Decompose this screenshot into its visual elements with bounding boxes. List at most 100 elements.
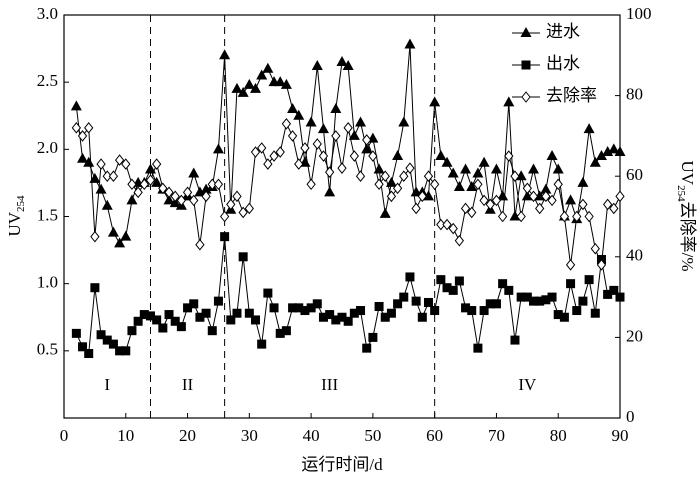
data-point bbox=[473, 178, 483, 191]
data-point bbox=[102, 170, 112, 183]
data-point bbox=[305, 116, 317, 127]
data-point bbox=[547, 194, 557, 207]
data-point bbox=[349, 308, 359, 318]
series-line bbox=[75, 44, 621, 245]
x-tick-label: 0 bbox=[60, 426, 69, 445]
data-point bbox=[485, 198, 495, 211]
data-point bbox=[528, 190, 539, 203]
data-point bbox=[114, 154, 125, 166]
data-point bbox=[226, 315, 236, 325]
data-point bbox=[516, 292, 526, 302]
data-point bbox=[349, 150, 359, 162]
data-point bbox=[380, 312, 390, 322]
data-point bbox=[608, 143, 620, 154]
data-point bbox=[491, 194, 502, 207]
legend-marker bbox=[521, 91, 531, 103]
data-point bbox=[107, 226, 119, 237]
data-point bbox=[77, 152, 89, 163]
data-point bbox=[441, 156, 453, 167]
y-label-main: UV bbox=[5, 211, 24, 236]
data-point bbox=[411, 296, 421, 306]
data-point bbox=[436, 275, 446, 285]
data-point bbox=[281, 118, 292, 130]
data-point bbox=[262, 62, 274, 73]
x-tick-label: 30 bbox=[241, 426, 258, 445]
data-point bbox=[121, 158, 131, 170]
legend-marker bbox=[520, 27, 532, 37]
data-point bbox=[318, 312, 328, 322]
data-point bbox=[522, 292, 532, 302]
data-point bbox=[528, 163, 540, 174]
data-point bbox=[114, 237, 126, 248]
data-point bbox=[232, 190, 242, 203]
x-tick-label: 60 bbox=[426, 426, 443, 445]
data-point bbox=[120, 230, 132, 241]
data-point bbox=[590, 308, 600, 318]
y-tick-label: 2.0 bbox=[37, 138, 58, 157]
y-tick-label: 1.0 bbox=[37, 273, 58, 292]
y2-label-sub: 254 bbox=[675, 185, 687, 202]
data-point bbox=[96, 330, 106, 340]
data-point bbox=[280, 78, 292, 89]
data-point bbox=[237, 86, 249, 97]
data-point bbox=[115, 346, 125, 356]
data-point bbox=[312, 299, 322, 309]
data-point bbox=[83, 156, 95, 167]
data-point bbox=[145, 311, 155, 321]
data-point bbox=[163, 194, 175, 205]
data-point bbox=[541, 295, 551, 305]
data-point bbox=[213, 178, 224, 191]
data-point bbox=[479, 194, 489, 207]
data-point bbox=[287, 130, 298, 142]
data-point bbox=[127, 178, 137, 191]
y2-tick-label: 40 bbox=[626, 246, 643, 265]
data-point bbox=[405, 162, 415, 174]
data-point bbox=[578, 296, 588, 306]
data-point bbox=[212, 143, 224, 154]
y-tick-label: 1.5 bbox=[37, 205, 58, 224]
y-tick-label: 0.5 bbox=[37, 340, 58, 359]
y-tick-label: 3.0 bbox=[37, 4, 58, 23]
data-point bbox=[529, 296, 539, 306]
data-point bbox=[257, 339, 267, 349]
data-point bbox=[442, 283, 452, 293]
data-point bbox=[595, 150, 607, 161]
data-point bbox=[152, 315, 162, 325]
data-point bbox=[139, 178, 149, 191]
data-point bbox=[238, 252, 248, 262]
data-point bbox=[503, 96, 515, 107]
data-point bbox=[386, 308, 396, 318]
data-point bbox=[553, 178, 563, 191]
data-point bbox=[95, 183, 107, 194]
data-point bbox=[337, 312, 347, 322]
data-point bbox=[584, 210, 594, 223]
y-label-sub: 254 bbox=[15, 195, 27, 212]
data-point bbox=[219, 49, 231, 60]
data-point bbox=[250, 82, 262, 93]
data-point bbox=[535, 296, 545, 306]
data-point bbox=[355, 116, 367, 127]
data-point bbox=[127, 326, 137, 336]
legend-label: 出水 bbox=[546, 54, 580, 73]
data-point bbox=[108, 170, 119, 183]
data-point bbox=[448, 222, 458, 235]
data-point bbox=[535, 202, 545, 215]
data-point bbox=[572, 306, 582, 316]
data-point bbox=[565, 194, 577, 205]
phase-label: IV bbox=[518, 375, 537, 394]
x-tick-label: 40 bbox=[303, 426, 320, 445]
data-point bbox=[201, 308, 211, 318]
data-point bbox=[380, 170, 390, 183]
data-point bbox=[294, 303, 304, 313]
data-point bbox=[603, 289, 613, 299]
data-point bbox=[467, 306, 477, 316]
data-point bbox=[541, 190, 551, 203]
data-point bbox=[361, 143, 373, 154]
data-point bbox=[473, 343, 483, 353]
data-point bbox=[498, 279, 508, 289]
data-point bbox=[263, 288, 273, 298]
data-point bbox=[404, 38, 416, 49]
data-point bbox=[207, 326, 217, 336]
data-point bbox=[269, 303, 279, 313]
